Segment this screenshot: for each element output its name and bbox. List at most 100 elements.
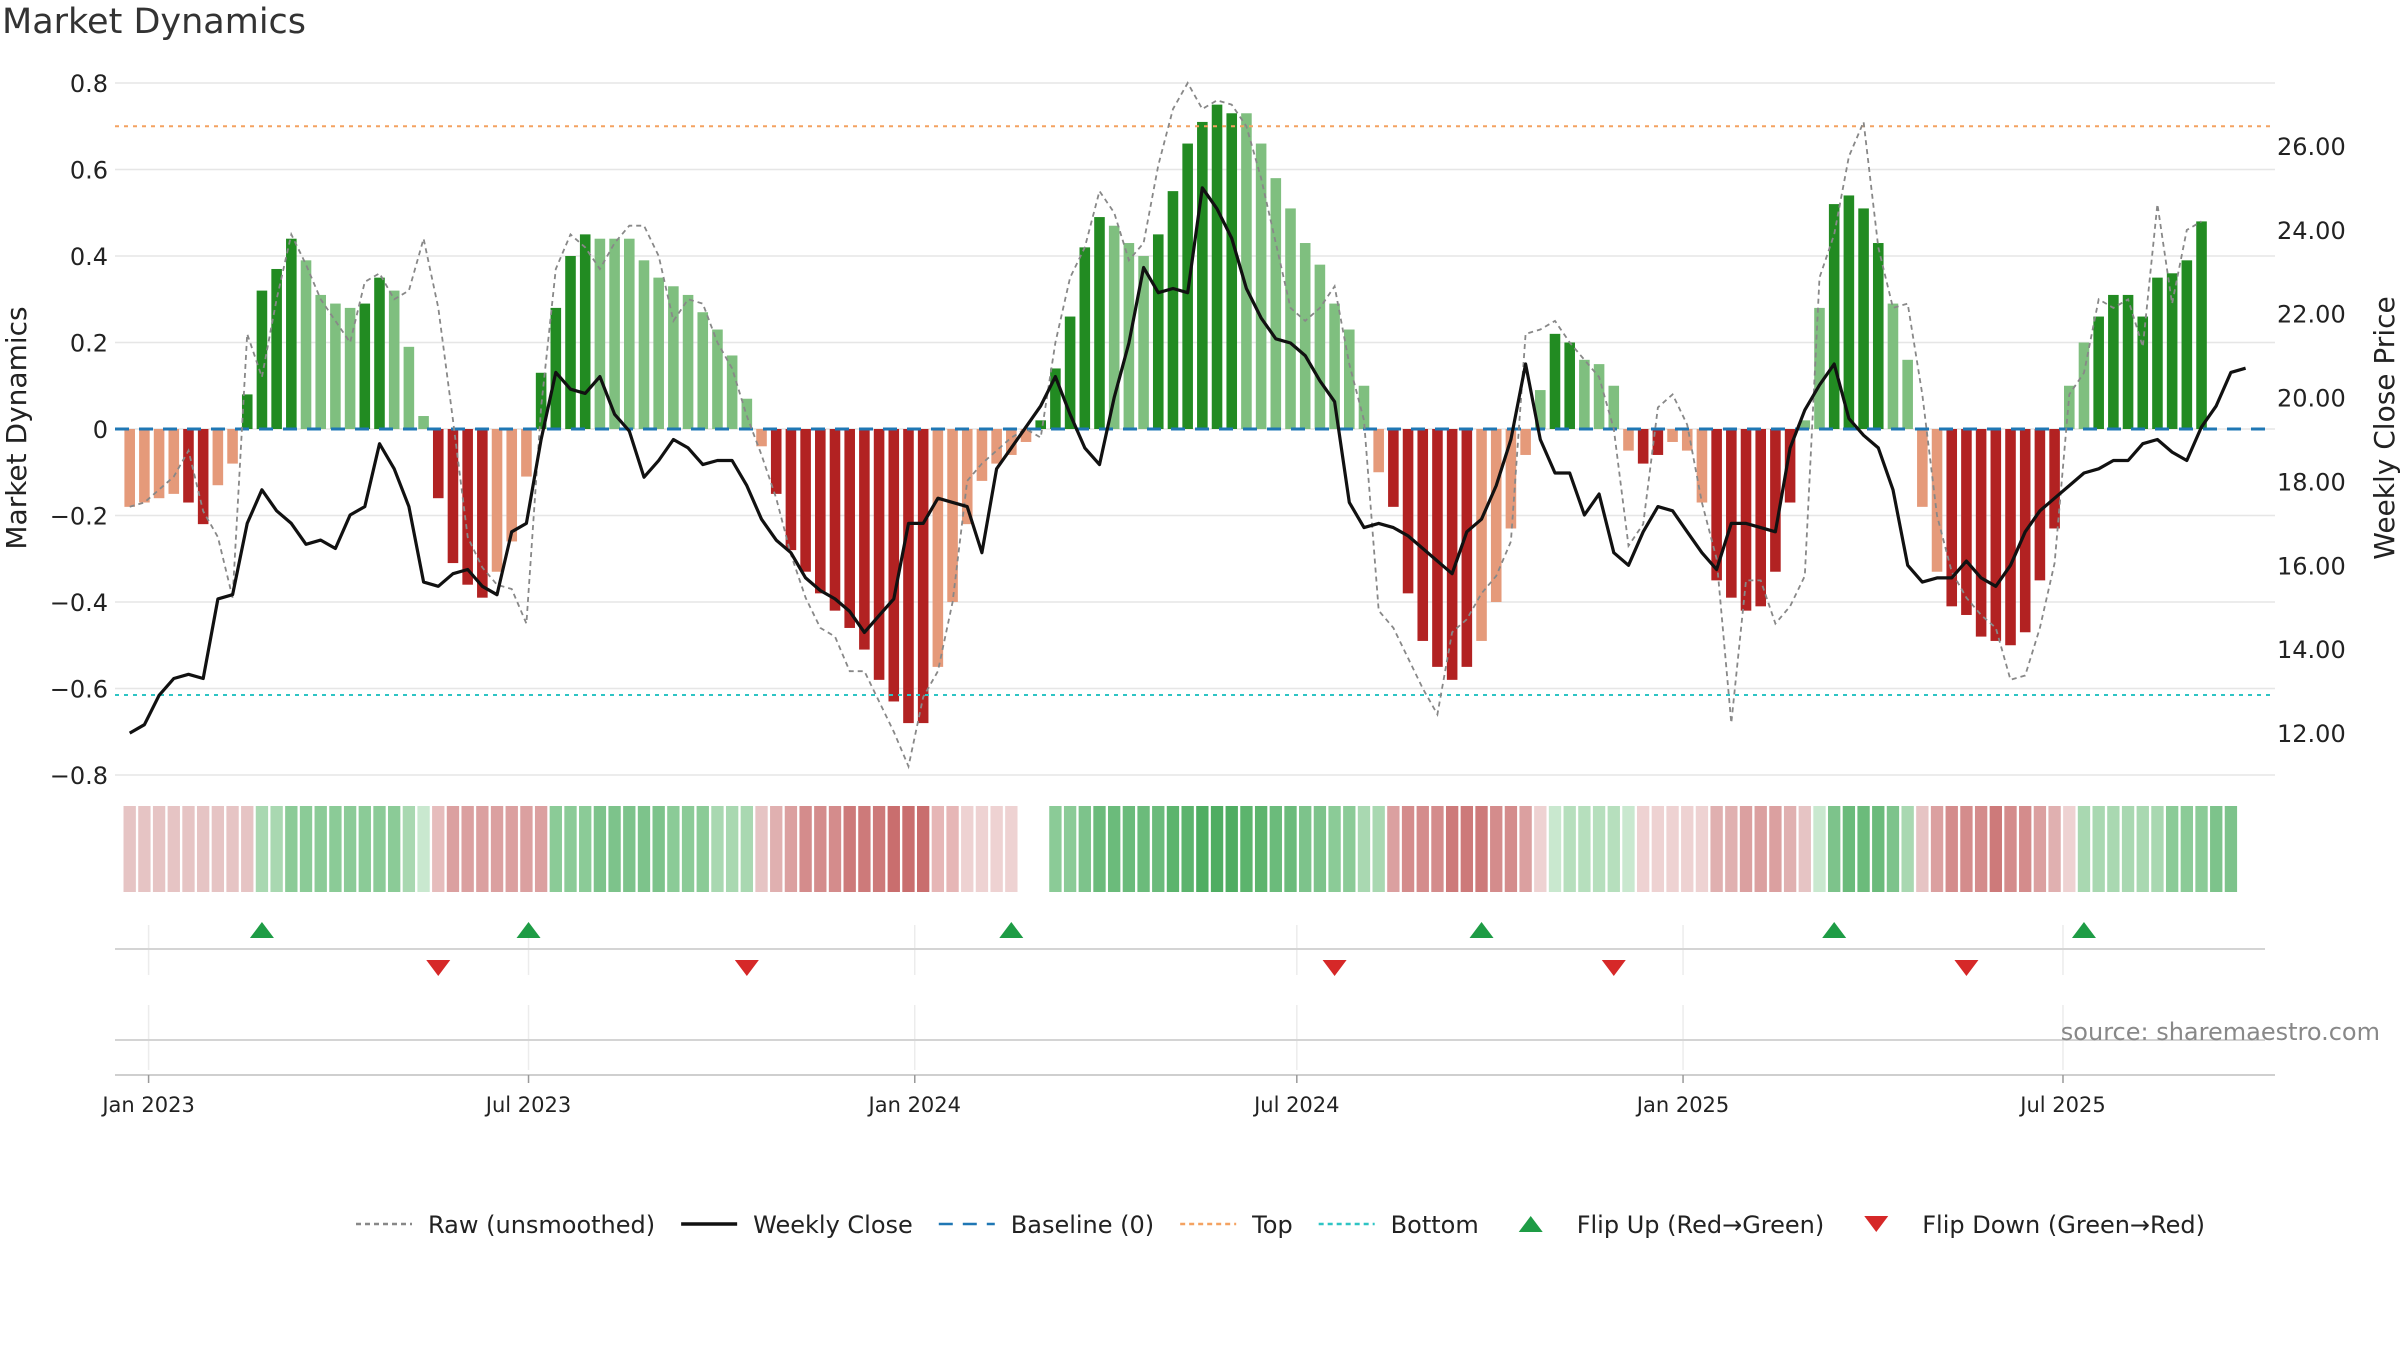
dynamics-bar	[344, 307, 356, 429]
dynamics-bar	[1108, 225, 1120, 429]
strip-cell	[1078, 806, 1091, 892]
strip-cell	[725, 806, 739, 892]
strip-cell	[152, 806, 166, 892]
strip-cell	[417, 806, 430, 892]
strip-cell	[1886, 806, 1900, 892]
dynamics-bar	[1564, 342, 1575, 429]
dynamics-bar	[1843, 195, 1855, 429]
strip-cell	[828, 806, 842, 892]
strip-cell	[1284, 806, 1297, 892]
strip-cell	[1152, 806, 1165, 892]
legend-item: Weekly Close	[681, 1211, 913, 1239]
strip-cell	[1240, 806, 1253, 892]
x-tick-label: Jan 2023	[100, 1093, 195, 1117]
dynamics-bar	[1887, 303, 1899, 429]
dynamics-bar	[579, 234, 591, 429]
dynamics-bar	[1784, 429, 1796, 503]
strip-cell	[1372, 806, 1385, 892]
dynamics-bar	[1711, 429, 1722, 581]
x-tick-label: Jul 2024	[1252, 1093, 1339, 1117]
dynamics-bar	[447, 429, 459, 564]
dynamics-bar	[2078, 342, 2090, 429]
strip-cell	[799, 806, 812, 892]
strip-cell	[343, 806, 357, 892]
strip-cell	[1872, 806, 1885, 892]
strip-cell	[1137, 806, 1150, 892]
dynamics-bar	[521, 429, 532, 477]
strip-cell	[1960, 806, 1973, 892]
dynamics-bar	[2181, 260, 2193, 429]
dynamics-bar	[2093, 316, 2104, 429]
dynamics-bar	[1872, 243, 1884, 429]
dynamics-bar	[2152, 277, 2163, 429]
strip-cell	[1431, 806, 1444, 892]
dynamics-bar	[2034, 429, 2046, 581]
strip-cell	[2019, 806, 2032, 892]
strip-cell	[814, 806, 827, 892]
dynamics-bar	[1902, 359, 1913, 429]
close-series	[128, 186, 2247, 735]
strip-cell	[1387, 806, 1400, 892]
strip-cell	[1019, 806, 1033, 892]
legend-item: Raw (unsmoothed)	[356, 1211, 655, 1239]
strip-cell	[1196, 806, 1209, 892]
dynamics-bar	[1931, 429, 1943, 572]
flip-up-marker	[1822, 922, 1847, 938]
dynamics-bar	[2108, 294, 2119, 429]
dynamics-bar	[1432, 429, 1443, 667]
dynamics-bar	[506, 429, 518, 542]
legend-label: Raw (unsmoothed)	[428, 1211, 655, 1239]
strip-cell	[1299, 806, 1312, 892]
strip-cell	[2151, 806, 2164, 892]
dynamics-bar	[2166, 273, 2178, 429]
strip-cell	[1343, 806, 1356, 892]
flip-up-marker	[249, 922, 274, 938]
dynamics-bar	[491, 429, 503, 572]
strip-cell	[1607, 806, 1620, 892]
strip-cell	[1842, 806, 1856, 892]
strip-cell	[740, 806, 754, 892]
dynamics-bar	[124, 429, 135, 507]
dynamics-bar	[756, 429, 767, 447]
strip-cell	[887, 806, 900, 892]
strip-cell	[1460, 806, 1474, 892]
raw-series	[129, 81, 2202, 770]
strip-cell	[2107, 806, 2120, 892]
right-tick-label: 22.00	[2277, 301, 2346, 329]
dynamics-bar	[653, 277, 664, 429]
strip-cell	[593, 806, 607, 892]
strip-cell	[652, 806, 665, 892]
dynamics-bar	[1652, 429, 1664, 455]
strip-cell	[990, 806, 1003, 892]
strip-cell	[1622, 806, 1635, 892]
source-label: source: sharemaestro.com	[2061, 1018, 2380, 1046]
strip-cell	[1974, 806, 1988, 892]
dynamics-bar	[873, 429, 885, 680]
flip-down-marker	[1601, 960, 1626, 976]
dynamics-bar	[741, 398, 753, 429]
dynamics-bar	[1623, 429, 1634, 451]
strip-cell	[1005, 806, 1018, 892]
dynamics-bar	[1329, 303, 1340, 429]
dynamics-bar	[2137, 316, 2149, 429]
strip-cell	[285, 806, 298, 892]
strip-cell	[1534, 806, 1547, 892]
strip-cell	[843, 806, 856, 892]
reference-lines	[115, 125, 2275, 696]
dynamics-bar	[1696, 429, 1708, 503]
x-axis: Jan 2023 Jul 2023 Jan 2024 Jul 2024 Jan 2025…	[100, 1074, 2275, 1117]
dynamics-bar	[1255, 143, 1267, 430]
strip-cell	[1445, 806, 1459, 892]
strip-cell	[579, 806, 592, 892]
strip-cell	[2180, 806, 2194, 892]
strip-cell	[1798, 806, 1811, 892]
strip-cell	[623, 806, 636, 892]
strip-cell	[2121, 806, 2135, 892]
dynamics-bar	[712, 329, 723, 429]
strip-cell	[1666, 806, 1679, 892]
dynamics-bar	[1446, 429, 1458, 680]
dynamics-bar	[1505, 429, 1517, 529]
dynamics-bar	[1535, 390, 1546, 429]
legend: Raw (unsmoothed) Weekly Close Baseline (0)…	[356, 1211, 2205, 1239]
